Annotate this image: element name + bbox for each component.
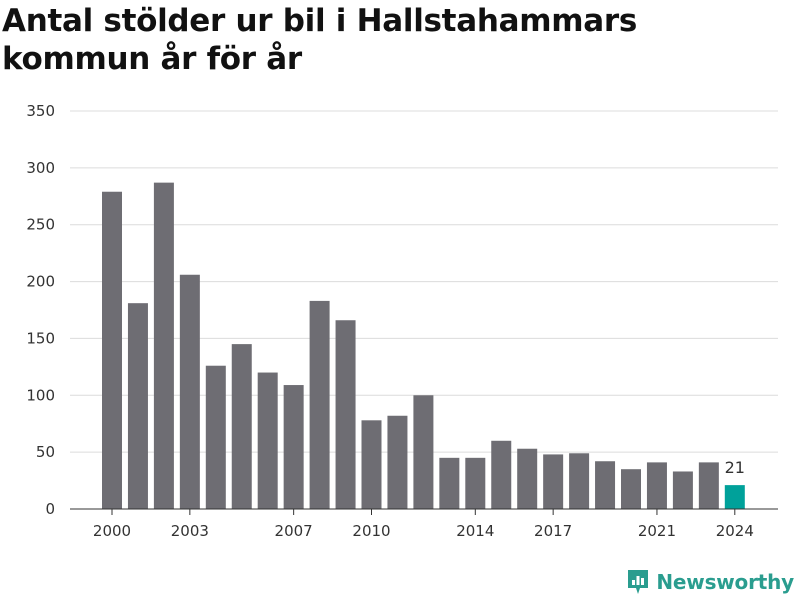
x-tick-label: 2007 — [275, 522, 313, 540]
y-tick-label: 150 — [26, 329, 55, 347]
bar — [621, 469, 641, 509]
x-tick-label: 2000 — [93, 522, 131, 540]
brand-logo: Newsworthy — [626, 568, 794, 596]
bar — [672, 471, 693, 509]
x-axis-tick-labels: 2000 2003 2007 2010 2014 2017 2021 2024 — [93, 509, 754, 540]
y-tick-label: 100 — [26, 386, 55, 404]
x-tick-label: 2010 — [352, 522, 390, 540]
bar — [127, 303, 148, 509]
bar — [179, 274, 200, 509]
brand-name: Newsworthy — [656, 570, 794, 594]
bar — [283, 385, 304, 509]
x-tick-label: 2021 — [638, 522, 676, 540]
y-tick-label: 350 — [26, 102, 55, 120]
bar — [102, 191, 122, 510]
bar — [569, 453, 590, 509]
bar — [205, 365, 226, 509]
bar — [543, 454, 564, 509]
x-tick-label: 2003 — [171, 522, 209, 540]
bar — [465, 457, 486, 509]
newsworthy-logo-icon — [628, 570, 649, 594]
bar-highlight — [724, 485, 745, 509]
x-tick-label: 2024 — [716, 522, 754, 540]
bar — [153, 182, 174, 509]
bar — [361, 420, 382, 509]
chart-title: Antal stölder ur bil i Hallstahammars ko… — [2, 3, 637, 77]
y-tick-label: 0 — [45, 500, 55, 518]
bar — [698, 462, 719, 509]
bar — [257, 372, 278, 509]
x-tick-label: 2017 — [534, 522, 572, 540]
y-tick-label: 300 — [26, 159, 55, 177]
x-tick-label: 2014 — [456, 522, 494, 540]
bars — [102, 182, 745, 510]
bar — [387, 415, 408, 509]
bar — [413, 395, 434, 509]
bar — [309, 300, 330, 509]
bar — [335, 320, 356, 509]
y-axis-tick-labels: 0 50 100 150 200 250 300 350 — [26, 102, 55, 518]
y-tick-label: 200 — [26, 273, 55, 291]
bar — [491, 440, 512, 509]
bar — [231, 344, 252, 509]
data-label: 21 — [725, 458, 745, 477]
bar — [517, 448, 538, 509]
y-tick-label: 50 — [36, 443, 55, 461]
y-tick-label: 250 — [26, 216, 55, 234]
bar — [595, 461, 616, 509]
bar — [439, 457, 460, 509]
data-labels: 21 — [725, 458, 745, 477]
bar — [646, 462, 667, 509]
